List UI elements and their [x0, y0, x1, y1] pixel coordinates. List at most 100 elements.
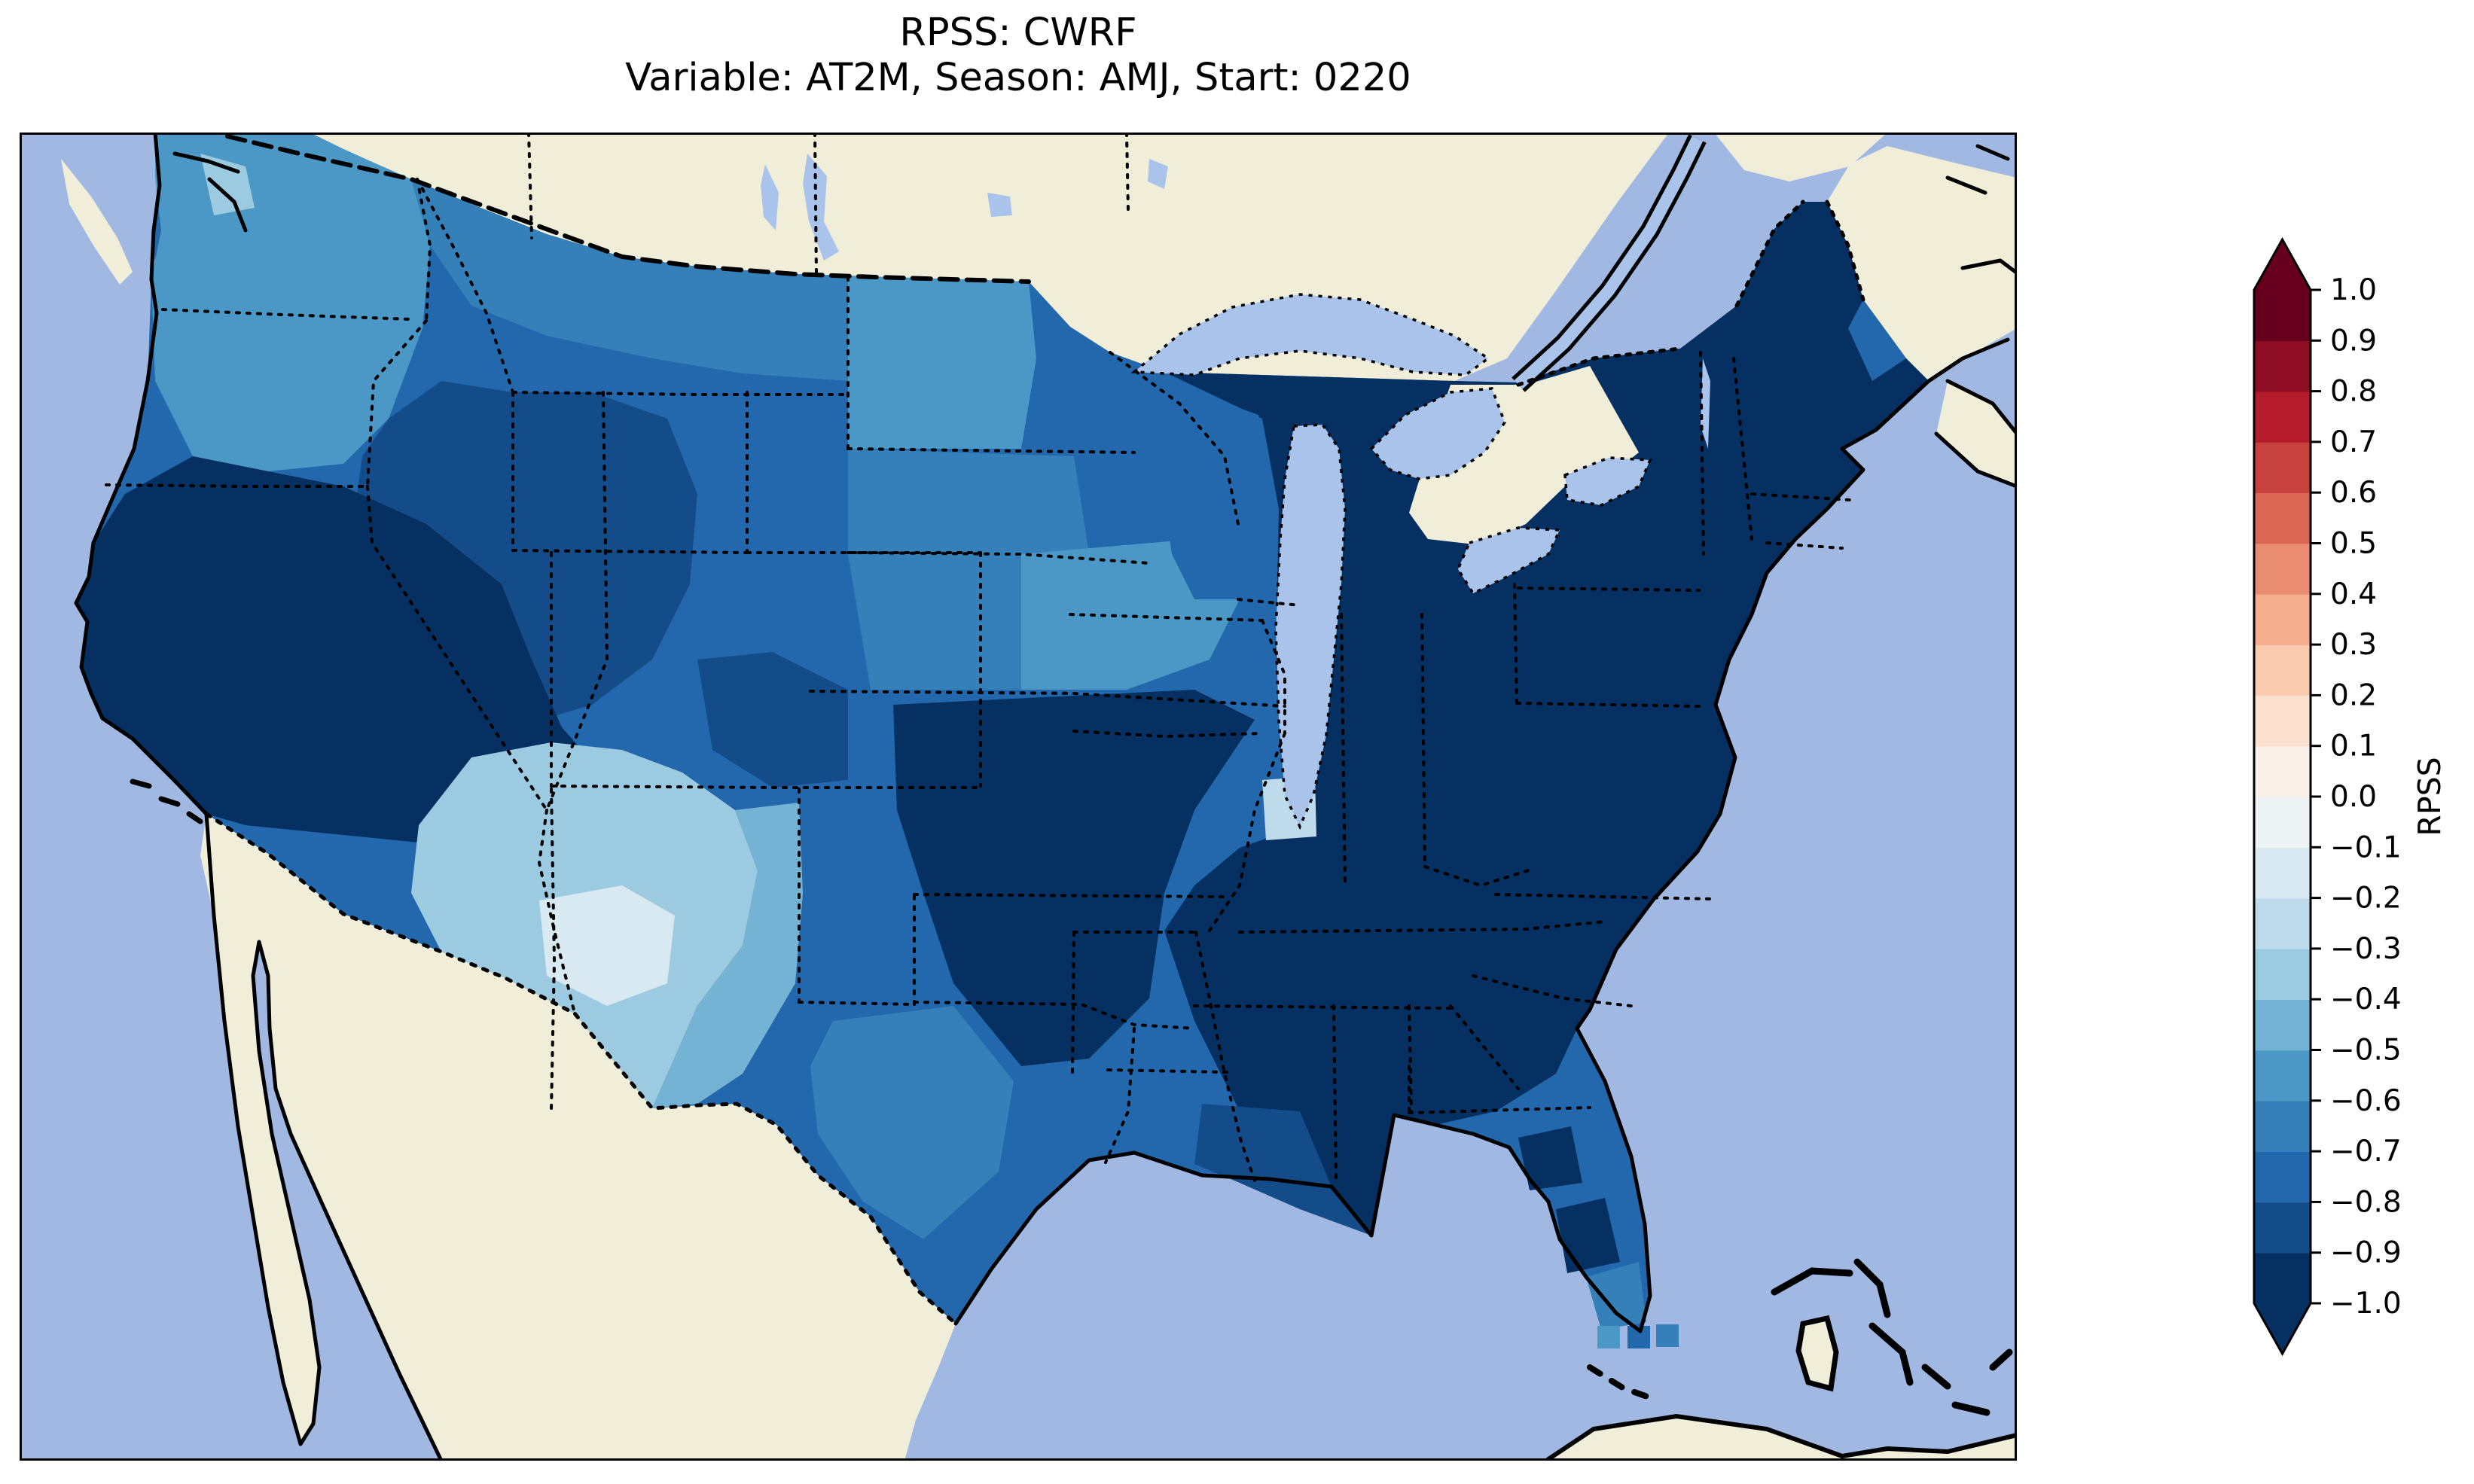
colorbar-tick-label: 0.8 — [2330, 375, 2377, 409]
lake-superior — [1130, 293, 1491, 376]
map-region-louisiana-coast — [1194, 1104, 1371, 1236]
colorbar-tick-label: 0.1 — [2330, 730, 2377, 763]
colorbar-tick-label: 0.0 — [2330, 780, 2377, 814]
lake-michigan — [1274, 423, 1347, 830]
map-region-central-texas — [810, 1006, 1014, 1239]
us-mexico-border — [204, 812, 958, 1326]
colorbar-tick-label: 0.6 — [2330, 476, 2377, 510]
colorbar-segment — [2254, 897, 2311, 949]
map-region-pacific-northwest — [151, 133, 430, 471]
colorbar-segment — [2254, 797, 2311, 849]
colorbar-tick-label: −0.7 — [2330, 1135, 2402, 1169]
colorbar-tick-label: −1.0 — [2330, 1287, 2402, 1321]
map-region-central-plains — [893, 690, 1255, 1066]
lake-huron — [1369, 387, 1506, 480]
colorbar-svg: 1.0 0.9 0.8 0.7 0.6 0.5 0.4 0.3 0.2 0.1 0.0 −0.1 −0.… — [2253, 236, 2448, 1357]
colorbar-tick-label: −0.1 — [2330, 830, 2402, 864]
us-canada-border-east — [1516, 200, 1865, 387]
colorbar-tick-label: −0.6 — [2330, 1084, 2402, 1118]
state-borders — [105, 133, 1851, 1182]
gulf-atlantic-coastline — [953, 379, 1931, 1333]
newfoundland-coast — [1945, 144, 2010, 195]
gulf-california-coastline — [257, 940, 444, 1461]
colorbar-segment — [2254, 948, 2311, 1000]
map-region-colorado-navy-patch — [697, 652, 848, 788]
coastlines — [74, 133, 2017, 1461]
figure-title: RPSS: CWRF Variable: AT2M, Season: AMJ, … — [20, 11, 2017, 101]
colorbar-tick-label: −0.3 — [2330, 932, 2402, 966]
map-region-puget-sound-lowland — [200, 154, 255, 215]
title-line-1: RPSS: CWRF — [899, 11, 1137, 55]
colorbar-tick-label: −0.4 — [2330, 983, 2402, 1016]
st-lawrence-river — [1514, 136, 1704, 389]
colorbar-ticks: 1.0 0.9 0.8 0.7 0.6 0.5 0.4 0.3 0.2 0.1 0.0 −0.1 −0.… — [2311, 273, 2402, 1321]
map-frame — [20, 133, 2017, 1461]
lake-winnipeg — [803, 154, 839, 261]
colorbar-segment — [2254, 1151, 2311, 1203]
colorbar-tick-label: 0.7 — [2330, 425, 2377, 459]
colorbar-segment — [2254, 1252, 2311, 1304]
colorbar-panel: 1.0 0.9 0.8 0.7 0.6 0.5 0.4 0.3 0.2 0.1 0.0 −0.1 −0.… — [2214, 218, 2474, 1408]
colorbar-segment — [2254, 847, 2311, 899]
colorbar-arrow-under — [2254, 1303, 2311, 1354]
colorbar-segment — [2254, 290, 2311, 342]
pei-coast — [1960, 258, 2017, 274]
colorbar-segment — [2254, 644, 2311, 696]
map-svg — [20, 133, 2017, 1461]
map-region-eastern-new-mexico — [652, 803, 803, 1108]
colorbar-tick-label: 0.3 — [2330, 628, 2377, 662]
colorbar-tick-label: 0.4 — [2330, 577, 2377, 611]
colorbar-segment — [2254, 1050, 2311, 1102]
colorbar-segment — [2254, 1100, 2311, 1152]
colorbar-axis-label: RPSS — [2411, 757, 2448, 836]
map-panel — [20, 133, 2017, 1461]
colorbar-tick-label: 1.0 — [2330, 273, 2377, 307]
colorbar-segment — [2254, 340, 2311, 392]
puget-sound-coast — [207, 177, 248, 233]
lake-of-the-woods — [987, 193, 1012, 217]
new-brunswick-land — [1827, 146, 2017, 381]
nova-scotia-coast — [1934, 379, 2017, 489]
colorbar-tick-label: 0.5 — [2330, 527, 2377, 561]
map-region-wisconsin — [1161, 381, 1277, 599]
colorbar-tick-label: 0.2 — [2330, 678, 2377, 712]
great-lakes — [1130, 293, 1652, 830]
lake-nipigon — [1148, 159, 1168, 189]
vancouver-island-land — [61, 159, 133, 285]
map-region-maine-coastal — [1848, 300, 1906, 381]
map-region-eastern-us — [1164, 202, 1929, 1236]
lake-erie — [1457, 526, 1562, 596]
colorbar-tick-label: 0.9 — [2330, 324, 2377, 358]
baja-coastline — [204, 812, 322, 1446]
bahamas-islands — [1771, 1258, 2013, 1416]
title-line-2: Variable: AT2M, Season: AMJ, Start: 0220 — [625, 56, 1411, 101]
map-region-offshore-cell-east — [1656, 1324, 1679, 1347]
colorbar-segment — [2254, 391, 2311, 443]
lake-manitoba — [761, 164, 779, 230]
cuba-land — [1546, 1413, 2017, 1461]
florida-keys — [1587, 1364, 1657, 1402]
canada-northshore-land — [1714, 133, 1887, 181]
new-brunswick-coast — [1926, 337, 2010, 383]
colorbar-tick-label: −0.8 — [2330, 1185, 2402, 1219]
colorbar-segment — [2254, 492, 2311, 544]
map-region-southern-new-mexico-core — [539, 885, 675, 1006]
colorbar-outline — [2253, 236, 2312, 1357]
colorbar-tick-label: −0.5 — [2330, 1034, 2402, 1068]
map-region-north-dakota — [848, 276, 1036, 449]
colorbar-segment — [2254, 593, 2311, 645]
lake-ontario — [1563, 456, 1652, 507]
colorbar-segment — [2254, 999, 2311, 1051]
mexico-land — [200, 814, 956, 1461]
colorbar-tick-label: −0.2 — [2330, 882, 2402, 916]
colorbar-segment — [2254, 1202, 2311, 1254]
map-region-offshore-cell-west — [1597, 1326, 1620, 1348]
channel-islands — [130, 779, 203, 824]
pacific-coastline — [74, 133, 209, 816]
strait-juan-de-fuca — [172, 151, 240, 174]
colorbar-segments — [2254, 290, 2311, 1304]
colorbar-segment — [2254, 441, 2311, 493]
colorbar-segment — [2254, 695, 2311, 747]
map-region-florida-navy-patch-north — [1518, 1126, 1582, 1190]
colorbar-arrow-over — [2254, 239, 2311, 290]
